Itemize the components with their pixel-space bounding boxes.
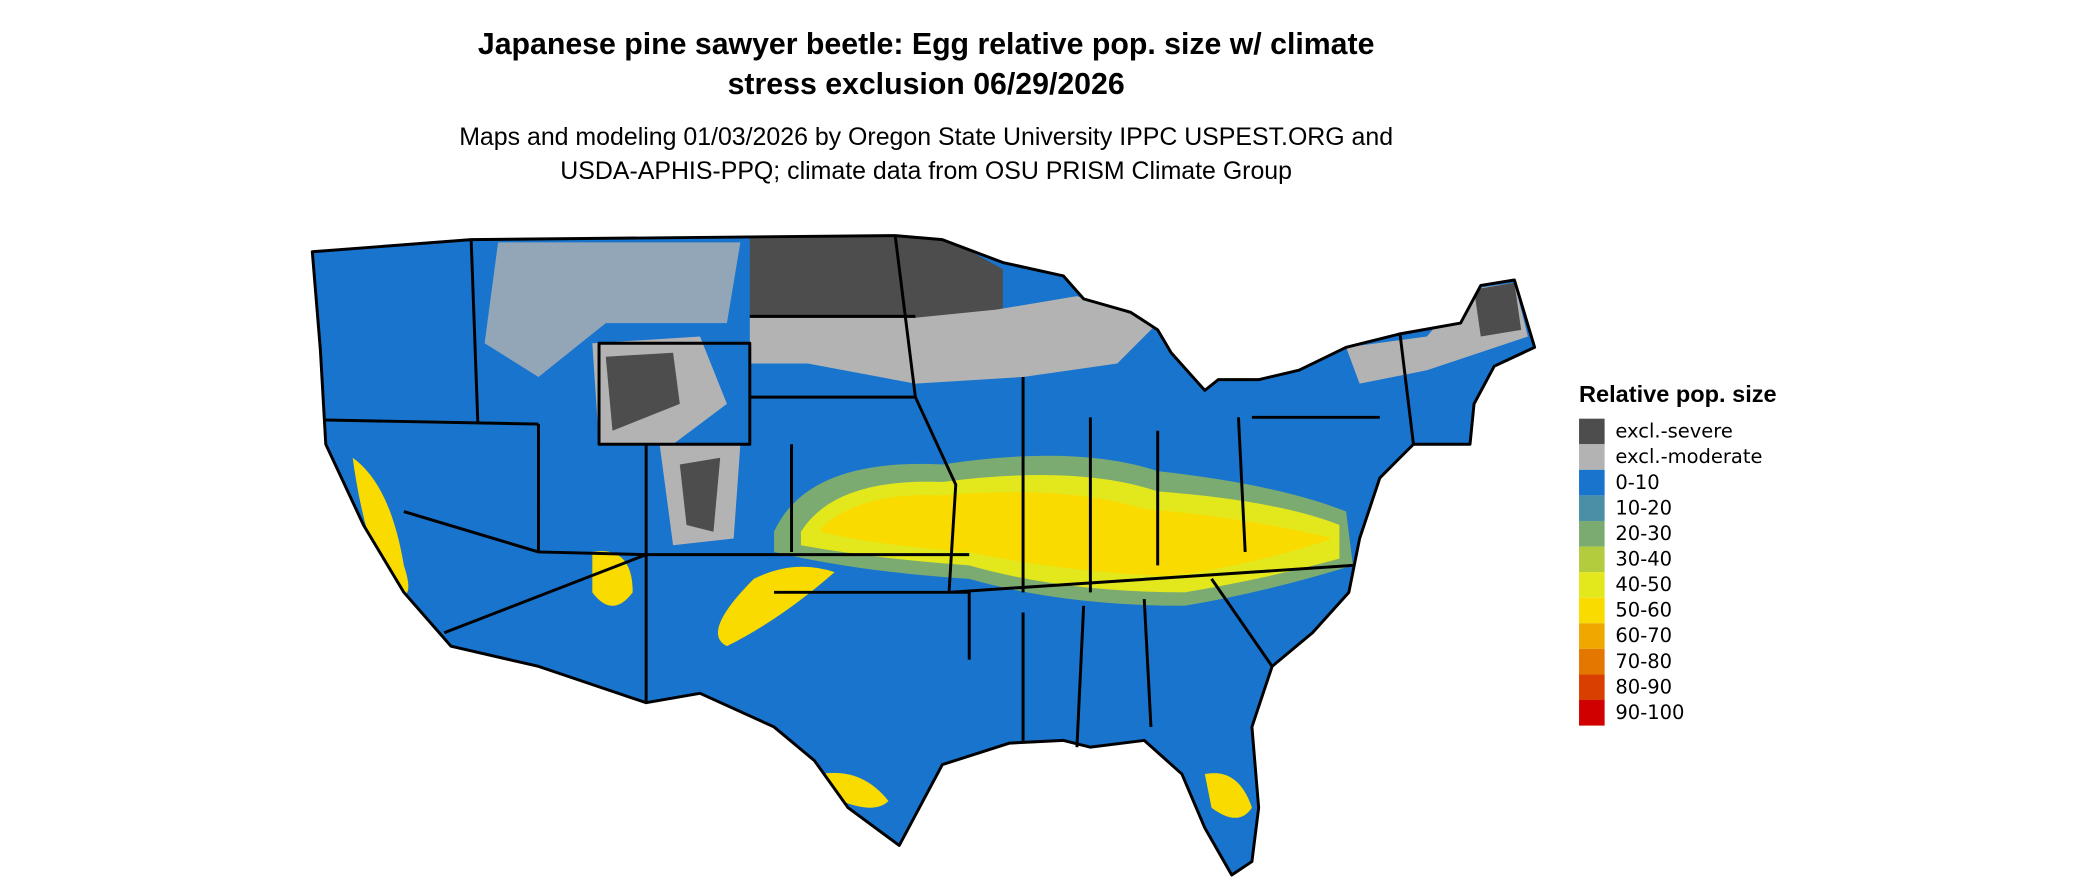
legend-label: 30-40 (1615, 548, 1672, 571)
legend: Relative pop. size excl.-severeexcl.-mod… (1579, 381, 1777, 726)
legend-swatch (1579, 623, 1605, 649)
legend-swatch (1579, 572, 1605, 598)
legend-label: 20-30 (1615, 522, 1672, 545)
legend-title: Relative pop. size (1579, 381, 1777, 407)
title-line: stress exclusion 06/29/2026 (728, 68, 1125, 101)
legend-label: 40-50 (1615, 573, 1672, 596)
legend-label: 0-10 (1615, 471, 1659, 494)
legend-swatch (1579, 597, 1605, 624)
legend-swatch (1579, 520, 1605, 547)
legend-swatch (1579, 418, 1605, 445)
legend-swatch (1579, 700, 1605, 726)
legend-label: 10-20 (1615, 496, 1672, 519)
legend-label: 70-80 (1615, 650, 1672, 673)
legend-label: 90-100 (1615, 701, 1684, 724)
legend-swatch (1579, 648, 1605, 675)
legend-label: excl.-moderate (1615, 445, 1762, 468)
us-map (310, 234, 1537, 877)
legend-label: 80-90 (1615, 675, 1672, 698)
legend-swatch (1579, 469, 1605, 496)
zones (352, 235, 1528, 818)
subtitle-line: Maps and modeling 01/03/2026 by Oregon S… (459, 123, 1393, 151)
title-line: Japanese pine sawyer beetle: Egg relativ… (478, 28, 1375, 61)
legend-swatch (1579, 444, 1605, 470)
legend-swatch (1579, 495, 1605, 521)
legend-label: 50-60 (1615, 599, 1672, 622)
legend-label: 60-70 (1615, 624, 1672, 647)
subtitle-line: USDA-APHIS-PPQ; climate data from OSU PR… (560, 157, 1292, 185)
legend-swatch (1579, 674, 1605, 701)
legend-label: excl.-severe (1615, 420, 1733, 443)
legend-swatch (1579, 546, 1605, 573)
